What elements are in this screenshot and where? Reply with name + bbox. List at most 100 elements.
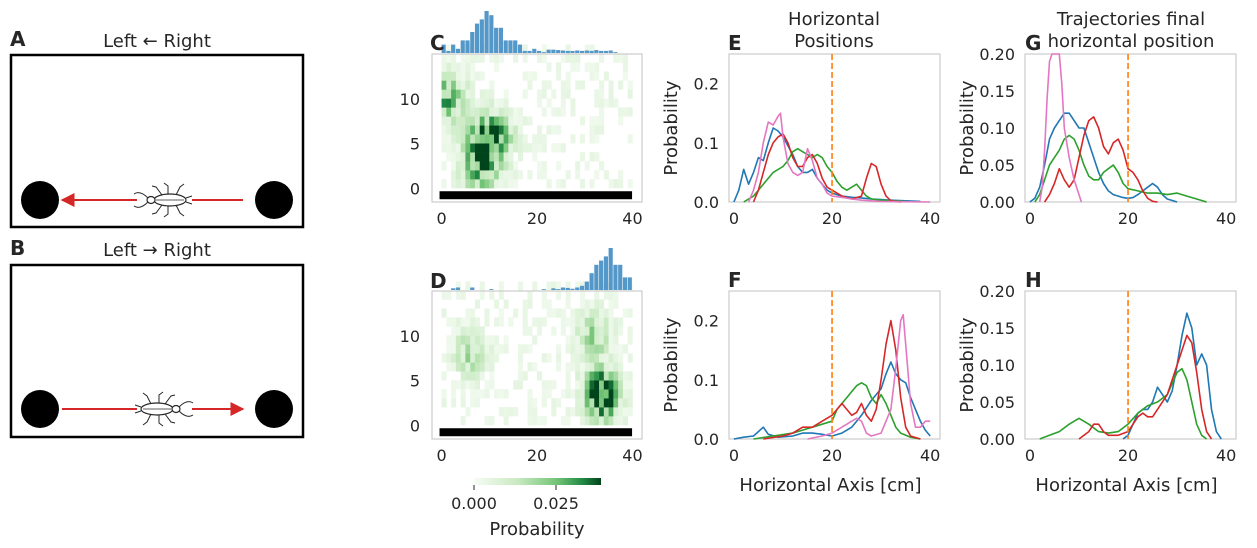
heatmap-cell [546, 299, 552, 309]
heatmap-cell [508, 152, 514, 162]
heatmap-cell [460, 134, 466, 144]
heatmap-cell [594, 326, 600, 336]
heatmap-cell [594, 380, 600, 390]
heatmap-cell [503, 389, 509, 399]
heatmap-cell [517, 380, 523, 390]
heatmap-cell [441, 290, 447, 300]
arena-b-left-target [21, 390, 59, 428]
heatmap-cell [489, 371, 495, 381]
heatmap-cell [484, 362, 490, 372]
heatmap-cell [608, 89, 614, 99]
y-tick-label: 0.05 [979, 393, 1015, 412]
heatmap-cell [565, 299, 571, 309]
series-line-pink [747, 112, 931, 203]
heatmap-cell [484, 170, 490, 180]
y-axis-label: Probability [661, 317, 682, 412]
heatmap-cell [537, 143, 543, 153]
heatmap-cell [532, 281, 538, 291]
heatmap-cell [441, 80, 447, 90]
heatmap-cell [484, 308, 490, 318]
heatmap-cell [479, 389, 485, 399]
x-tick-label: 40 [622, 209, 642, 228]
heatmap-cell [470, 152, 476, 162]
heatmap-cell [613, 344, 619, 354]
heatmap-cell [460, 335, 466, 345]
heatmap-cell [579, 362, 586, 372]
heatmap-cell [522, 89, 528, 99]
histogram-bar [575, 287, 580, 290]
heatmap-cell [532, 398, 538, 408]
heatmap-cell [494, 353, 500, 363]
heatmap-cell [589, 71, 595, 81]
heatmap-cell [508, 116, 514, 126]
cockroach-icon [133, 182, 193, 218]
heatmap-cell [584, 299, 590, 309]
heatmap-cell [570, 53, 576, 63]
heatmap-cell [513, 170, 519, 180]
heatmap-cell [537, 98, 543, 108]
heatmap-cell [584, 308, 590, 318]
heatmap-cell [503, 416, 509, 426]
heatmap-cell [622, 398, 628, 408]
heatmap-cell [489, 107, 495, 117]
histogram-bar [541, 52, 546, 53]
heatmap-frame [431, 53, 643, 203]
heatmap-cell [608, 344, 614, 354]
heatmap-cell [527, 71, 533, 81]
heatmap-cell [508, 143, 514, 153]
histogram-bar [470, 287, 475, 290]
heatmap-cell [513, 116, 519, 126]
histogram-bar [565, 50, 570, 53]
heatmap-cell [470, 380, 476, 390]
heatmap-cell [589, 353, 595, 363]
heatmap-cell [474, 53, 481, 63]
heatmap-cell [565, 317, 571, 327]
heatmap-cell [522, 371, 528, 381]
heatmap-cell [594, 353, 600, 363]
x-tick-label: 40 [622, 446, 642, 465]
heatmap-cell [594, 371, 600, 381]
heatmap-cell [575, 53, 581, 63]
histogram-bar [465, 40, 470, 53]
heatmap-cell [579, 326, 586, 336]
heatmap-cell [579, 290, 586, 300]
heatmap-cell [484, 98, 490, 108]
x-tick-label: 0 [729, 209, 739, 228]
heatmap-cell [570, 308, 576, 318]
heatmap-cell [613, 398, 619, 408]
heatmap-cell [451, 134, 457, 144]
heatmap-cell [603, 353, 609, 363]
heatmap-cell [446, 98, 452, 108]
heatmap-cell [594, 290, 600, 300]
heatmap-cell [575, 398, 581, 408]
heatmap-cell [446, 71, 452, 81]
heatmap-cell [570, 389, 576, 399]
heatmap-cell [608, 299, 614, 309]
heatmap-cell [570, 98, 576, 108]
heatmap-cell [575, 326, 581, 336]
heatmap-cell [546, 179, 552, 189]
heatmap-cell [608, 371, 614, 381]
heatmap-cell [537, 317, 543, 327]
heatmap-cell [451, 107, 457, 117]
heatmap-cell [465, 98, 471, 108]
heatmap-cell [460, 326, 466, 336]
heatmap-cell [474, 398, 481, 408]
heatmap-cell [465, 326, 471, 336]
heatmap-cell [603, 170, 609, 180]
series-line-green [753, 381, 921, 440]
heatmap-cell [556, 107, 562, 117]
heatmap-cell [460, 416, 466, 426]
heatmap-cell [489, 116, 495, 126]
heatmap-cell [455, 380, 461, 390]
heatmap-cell [470, 62, 476, 72]
heatmap-cell [465, 407, 471, 417]
heatmap-cell [498, 53, 504, 63]
heatmap-cell [441, 371, 447, 381]
heatmap-cell [527, 116, 533, 126]
heatmap-cell [589, 362, 595, 372]
heatmap-cell [474, 116, 481, 126]
heatmap-cell [594, 134, 600, 144]
histogram-bar [618, 264, 623, 290]
heatmap-cell [556, 125, 562, 135]
